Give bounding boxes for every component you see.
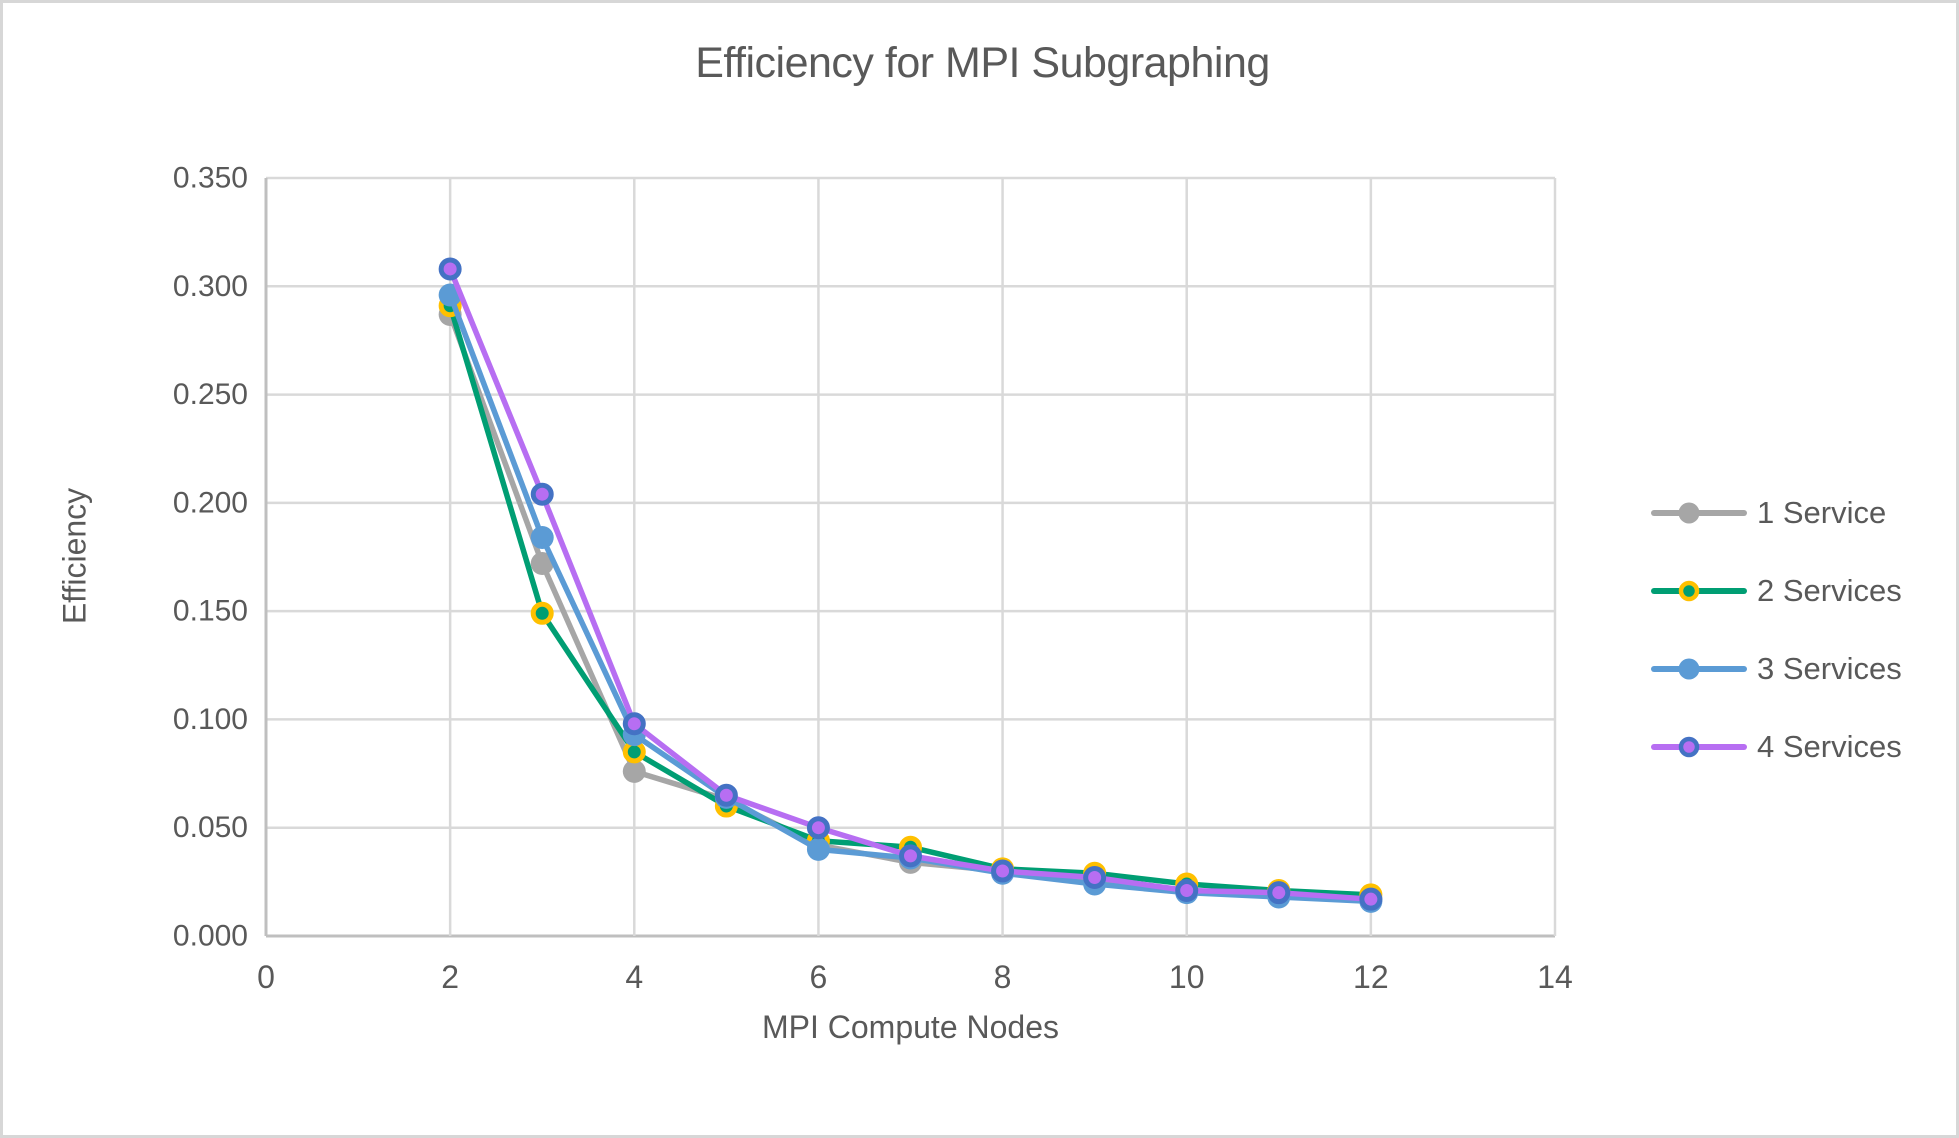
data-point-marker xyxy=(991,859,1015,883)
legend: 1 Service 2 Services 3 Services 4 Servic… xyxy=(1651,495,1902,807)
x-tick-label: 4 xyxy=(625,959,643,995)
series-line xyxy=(447,292,1374,905)
legend-item-3-services: 3 Services xyxy=(1651,651,1902,687)
x-tick-label: 14 xyxy=(1537,959,1573,995)
data-point-marker xyxy=(899,844,922,868)
legend-label: 1 Service xyxy=(1757,495,1887,530)
legend-label: 3 Services xyxy=(1757,651,1902,686)
data-point-marker xyxy=(714,783,738,807)
data-point-marker xyxy=(1267,881,1291,905)
chart-title: Efficiency for MPI Subgraphing xyxy=(695,39,1270,87)
y-tick-label: 0.250 xyxy=(173,378,248,411)
y-tick-label: 0.150 xyxy=(173,595,248,628)
data-point-marker xyxy=(530,526,554,550)
legend-label: 2 Services xyxy=(1757,573,1902,608)
series-layer xyxy=(438,257,1383,913)
legend-label: 4 Services xyxy=(1757,729,1902,764)
y-tick-label: 0.300 xyxy=(173,270,248,303)
data-point-marker xyxy=(1175,879,1199,903)
y-tick-label: 0.350 xyxy=(173,162,248,195)
data-point-marker xyxy=(622,759,646,783)
legend-item-4-services: 4 Services xyxy=(1651,729,1902,765)
x-tick-label: 10 xyxy=(1169,959,1205,995)
legend-swatch-icon xyxy=(1651,658,1747,680)
y-tick-label: 0.100 xyxy=(173,703,248,736)
series-4-services xyxy=(438,257,1383,911)
y-tick-label: 0.050 xyxy=(173,811,248,844)
x-tick-label: 8 xyxy=(994,959,1012,995)
legend-swatch-icon xyxy=(1651,502,1747,524)
legend-item-1-service: 1 Service xyxy=(1651,495,1902,531)
data-point-marker xyxy=(806,816,830,840)
data-point-marker xyxy=(1359,887,1383,911)
y-axis-title: Efficiency xyxy=(56,487,93,625)
legend-swatch-icon xyxy=(1651,580,1747,602)
data-point-marker xyxy=(806,837,830,861)
legend-item-2-services: 2 Services xyxy=(1651,573,1902,609)
data-point-marker xyxy=(622,712,646,736)
y-tick-label: 0.200 xyxy=(173,486,248,519)
data-point-marker xyxy=(1083,866,1107,890)
data-point-marker xyxy=(530,482,554,506)
data-point-marker xyxy=(530,551,554,575)
series-3-services xyxy=(438,283,1383,913)
legend-swatch-icon xyxy=(1651,736,1747,758)
x-tick-label: 2 xyxy=(441,959,459,995)
series-line xyxy=(447,266,1374,902)
data-point-marker xyxy=(530,601,554,625)
x-tick-label: 0 xyxy=(257,959,275,995)
x-axis-title: MPI Compute Nodes xyxy=(761,1009,1059,1045)
plot-area: 0.000 0.050 0.100 0.150 0.200 0.250 0.300 0.350… xyxy=(173,162,1573,996)
x-tick-label: 6 xyxy=(810,959,828,995)
tick-labels: 0.000 0.050 0.100 0.150 0.200 0.250 0.300 0.350… xyxy=(173,162,1573,996)
y-tick-label: 0.000 xyxy=(173,920,248,953)
x-tick-label: 12 xyxy=(1353,959,1389,995)
data-point-marker xyxy=(438,257,462,281)
